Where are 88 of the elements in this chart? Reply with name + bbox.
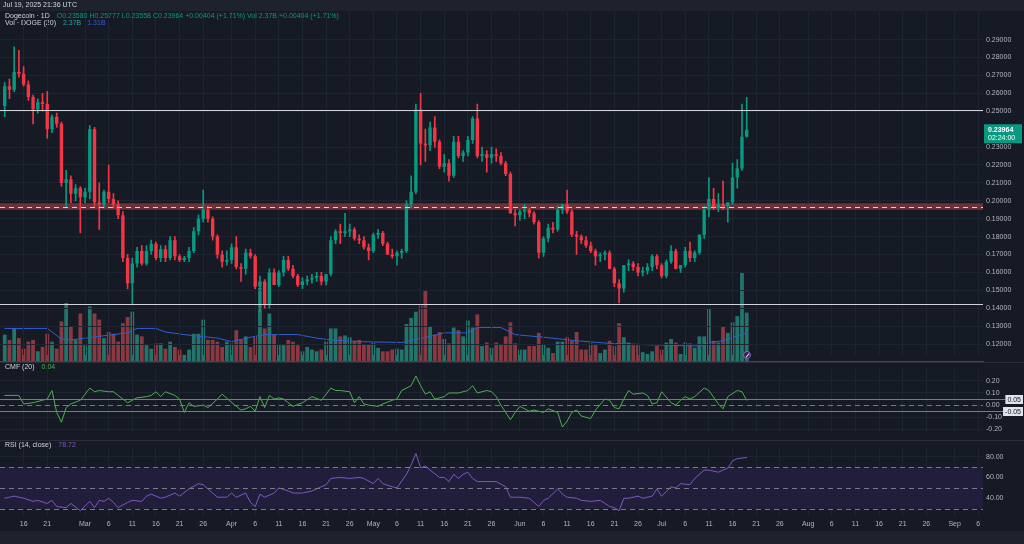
bar xyxy=(102,338,106,361)
bar xyxy=(139,336,144,361)
bar xyxy=(546,347,551,361)
bar xyxy=(35,351,40,361)
bar xyxy=(447,343,451,361)
bar xyxy=(319,349,324,361)
bar xyxy=(536,332,541,361)
bar xyxy=(69,326,73,361)
candlestick xyxy=(518,209,522,221)
bar xyxy=(328,328,333,361)
bar xyxy=(380,351,385,361)
bar xyxy=(527,346,532,361)
bar xyxy=(314,351,319,361)
bar xyxy=(224,341,229,361)
bar xyxy=(517,349,522,361)
bar xyxy=(243,336,248,361)
bar xyxy=(560,341,565,361)
bar xyxy=(220,346,225,361)
candlestick xyxy=(376,229,380,239)
candlestick xyxy=(513,209,517,227)
candlestick xyxy=(395,250,399,266)
bar xyxy=(650,351,655,361)
bar xyxy=(158,343,163,361)
bar xyxy=(262,328,267,361)
bar xyxy=(413,311,418,361)
bar xyxy=(631,345,636,361)
bar xyxy=(551,353,555,361)
bar xyxy=(484,342,489,361)
bar xyxy=(276,345,281,361)
bar xyxy=(423,290,428,361)
bar xyxy=(168,341,173,361)
bar xyxy=(555,341,560,361)
bar xyxy=(272,334,276,361)
bar xyxy=(451,327,456,361)
bar xyxy=(234,330,239,361)
bar xyxy=(295,345,300,361)
bar xyxy=(659,349,664,361)
bar xyxy=(357,339,362,361)
bar xyxy=(607,340,612,361)
candlestick xyxy=(64,170,68,209)
bar xyxy=(12,328,17,361)
candlestick xyxy=(485,150,489,173)
bar xyxy=(432,334,437,361)
bar xyxy=(87,306,92,361)
bar xyxy=(50,341,54,361)
bar xyxy=(267,313,272,361)
bar xyxy=(475,314,480,361)
candlestick xyxy=(343,213,347,237)
bar xyxy=(390,349,395,361)
bar xyxy=(2,334,7,361)
bar xyxy=(64,302,69,361)
bar xyxy=(149,348,154,361)
bar xyxy=(716,342,721,361)
bar xyxy=(172,346,177,361)
candlestick xyxy=(721,180,725,211)
bar xyxy=(26,341,31,361)
bar xyxy=(191,333,196,361)
candlestick xyxy=(348,223,352,237)
bar xyxy=(494,342,499,361)
bar xyxy=(428,326,432,361)
candlestick xyxy=(442,153,446,173)
bar xyxy=(305,346,310,361)
bar xyxy=(73,339,78,361)
bar xyxy=(621,337,626,361)
candlestick xyxy=(17,50,21,78)
bar xyxy=(480,346,484,361)
candlestick xyxy=(480,146,484,162)
candlestick xyxy=(617,279,621,304)
candlestick xyxy=(357,234,361,245)
candlestick xyxy=(745,97,749,138)
bar xyxy=(338,336,343,361)
bar xyxy=(673,342,678,361)
bar xyxy=(711,340,716,361)
candlestick xyxy=(494,148,498,162)
bar xyxy=(688,343,692,361)
bar xyxy=(182,354,187,361)
bar xyxy=(598,353,603,361)
bar xyxy=(721,326,725,361)
candlestick xyxy=(310,273,314,284)
bar xyxy=(210,339,215,361)
bar xyxy=(78,313,83,361)
bar xyxy=(664,342,669,361)
candlestick xyxy=(338,223,342,245)
candlestick xyxy=(225,250,229,266)
candlestick xyxy=(239,263,243,282)
bar xyxy=(640,352,645,361)
bar xyxy=(286,339,291,361)
bar xyxy=(366,344,371,361)
